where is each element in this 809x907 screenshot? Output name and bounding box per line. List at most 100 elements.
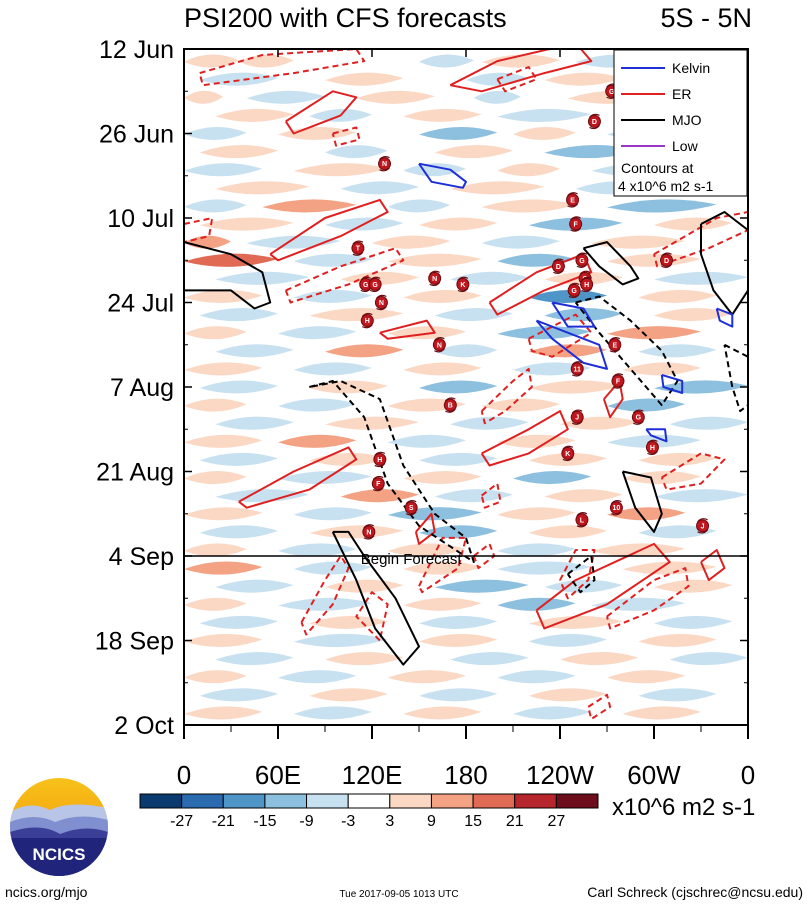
field-cell — [199, 615, 278, 629]
field-cell — [184, 670, 247, 684]
field-cell — [403, 706, 482, 720]
field-cell — [184, 434, 263, 448]
colorbar-box — [472, 793, 516, 809]
field-cell — [184, 507, 263, 521]
er-contour-negative — [653, 211, 748, 268]
forecast-start-label: Begin Forecast — [361, 551, 463, 568]
cyclone-arm-icon — [589, 125, 600, 130]
field-cell — [497, 163, 560, 177]
field-cell — [497, 561, 592, 575]
field-cell — [654, 380, 748, 394]
cyclone-icon — [660, 253, 674, 267]
er-contour-positive — [700, 549, 726, 582]
field-cell — [473, 90, 521, 104]
cyclone-icon — [611, 374, 625, 388]
field-cell — [403, 163, 466, 177]
cyclone-icon — [569, 217, 583, 231]
cyclone-arm-icon — [570, 227, 582, 232]
cyclone-icon — [368, 277, 382, 291]
cyclone-icon — [351, 241, 365, 255]
cyclone-arm-icon — [576, 263, 588, 268]
field-cell — [669, 652, 748, 666]
cyclone-arm-icon — [361, 312, 373, 318]
colorbar-box — [222, 793, 266, 809]
kelvin-contour-positive — [418, 162, 467, 189]
y-tick-label: 4 Sep — [109, 543, 174, 571]
axis-tick-marks — [183, 48, 749, 739]
cyclone-icon — [432, 338, 446, 352]
field-cell — [513, 126, 576, 141]
field-cell — [387, 199, 451, 213]
cyclone-icon — [374, 296, 388, 309]
cyclone-icon — [428, 271, 442, 285]
field-cell — [262, 199, 357, 213]
cyclone-label: 10 — [613, 505, 621, 512]
field-cell — [387, 670, 466, 684]
cyclone-marker: B — [443, 397, 457, 413]
field-cell — [199, 525, 278, 539]
cyclone-arm-icon — [376, 306, 387, 311]
cyclone-icon — [404, 501, 418, 515]
cyclone-icon — [456, 277, 470, 291]
cyclone-arm-icon — [610, 499, 622, 505]
field-cell — [184, 561, 263, 575]
cyclone-arm-icon — [429, 270, 440, 275]
field-cell — [246, 90, 325, 104]
field-cell — [184, 90, 224, 104]
field-cell — [497, 108, 592, 122]
er-contour-positive — [535, 542, 671, 630]
cyclone-label: T — [356, 246, 361, 253]
field-cell — [419, 633, 498, 648]
field-cell — [654, 489, 748, 503]
field-cell — [278, 543, 357, 557]
field-cell — [199, 380, 278, 394]
cyclone-label: D — [664, 258, 669, 265]
cyclone-arm-icon — [567, 192, 578, 197]
er-contour-negative — [606, 567, 690, 630]
field-cell — [184, 199, 247, 213]
cyclone-icon — [580, 277, 594, 291]
cyclone-marker: J — [696, 518, 710, 534]
colorbar-tick-label: 3 — [385, 813, 394, 830]
field-cell — [403, 362, 482, 376]
field-cell — [340, 181, 419, 195]
cyclone-icon — [587, 114, 601, 128]
cyclone-icon — [575, 253, 589, 267]
field-cell — [607, 670, 686, 684]
field-cell — [481, 398, 560, 412]
field-cell — [528, 633, 607, 648]
field-cell — [450, 416, 529, 430]
field-cell — [215, 271, 310, 285]
cyclone-arm-icon — [571, 420, 583, 425]
colorbar-tick-label: -9 — [299, 813, 313, 830]
cyclone-label: G — [609, 89, 615, 96]
cyclone-icon — [645, 440, 659, 454]
cyclone-arm-icon — [369, 276, 381, 281]
field-cell — [419, 54, 474, 68]
mjo-contour-positive — [184, 241, 272, 310]
field-cell — [591, 235, 686, 249]
cyclone-icon — [608, 338, 622, 352]
field-cell — [419, 452, 498, 466]
cyclone-label: G — [571, 288, 577, 295]
cyclone-icon — [570, 362, 584, 376]
logo-mountains-icon — [10, 804, 108, 876]
cyclone-marker: F — [611, 373, 625, 389]
field-cell — [638, 633, 717, 648]
field-cell — [419, 525, 498, 539]
field-cell — [387, 253, 482, 267]
y-tick-label: 7 Aug — [110, 374, 174, 402]
colorbar-tick-label: 15 — [464, 813, 482, 830]
field-cell — [184, 362, 263, 376]
er-contour-negative — [198, 49, 366, 87]
cyclone-label: H — [650, 445, 655, 452]
field-cell — [528, 525, 607, 539]
er-contour-negative — [418, 536, 467, 594]
field-cell — [184, 633, 263, 648]
field-cell — [544, 308, 623, 322]
cyclone-arm-icon — [363, 535, 375, 540]
x-tick-label: 180 — [444, 760, 487, 790]
field-cell — [387, 434, 466, 448]
cyclone-icon — [362, 525, 376, 539]
